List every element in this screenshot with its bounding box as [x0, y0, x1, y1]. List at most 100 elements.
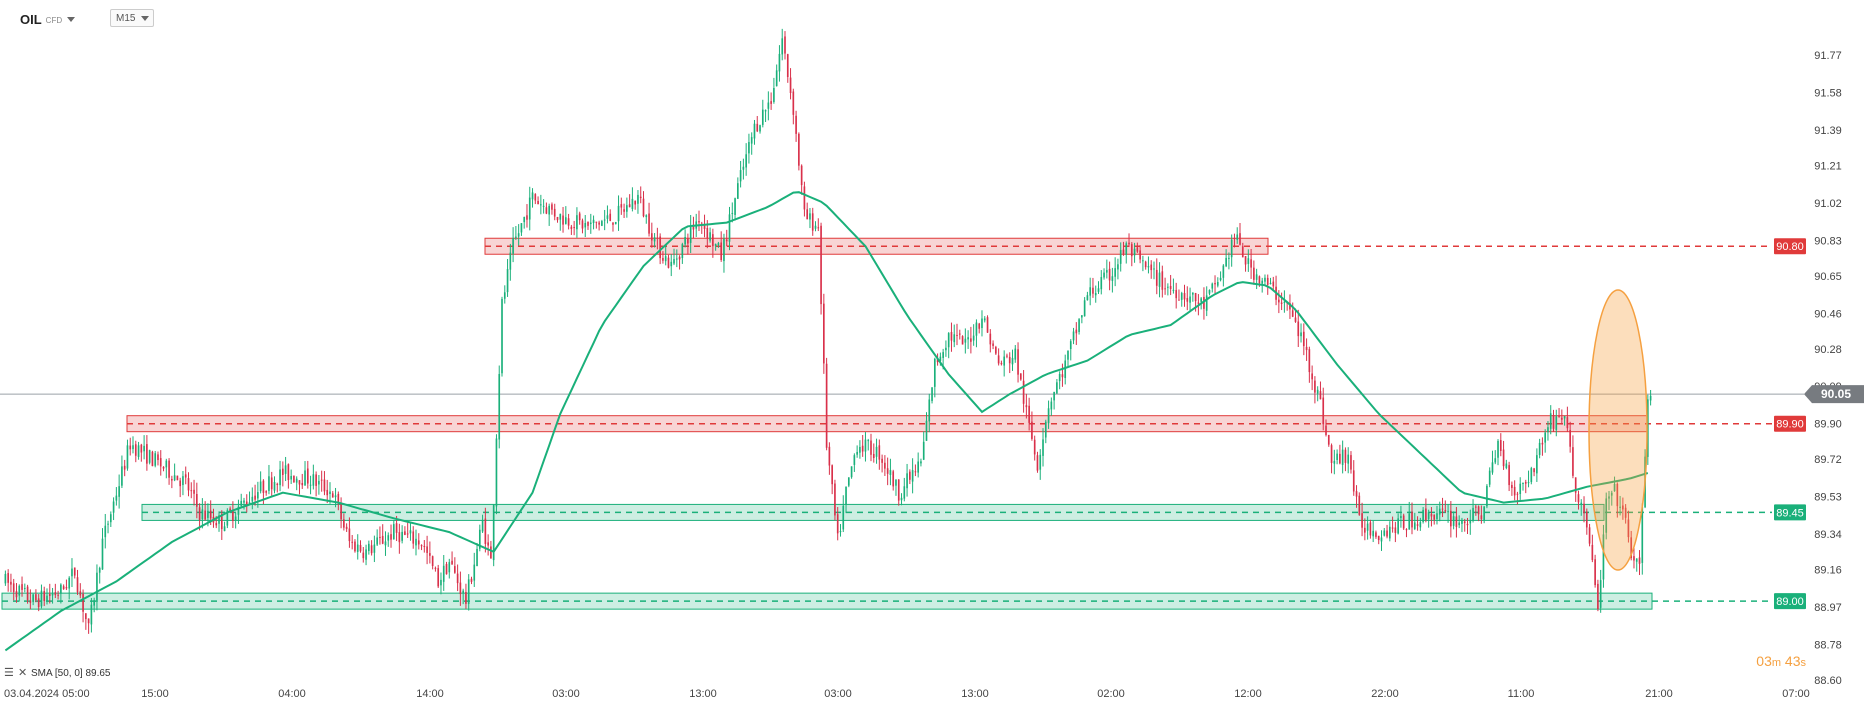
- candle-body: [1344, 449, 1347, 463]
- candle-body: [503, 292, 506, 299]
- candle-body: [326, 489, 329, 496]
- candle-body: [1208, 289, 1211, 294]
- candle-body: [773, 88, 775, 102]
- candle-body: [1474, 506, 1477, 508]
- y-tick-label: 90.65: [1814, 271, 1842, 283]
- candle-body: [1555, 416, 1558, 430]
- candle-body: [1339, 453, 1341, 464]
- candle-body: [614, 221, 617, 225]
- menu-icon[interactable]: ☰: [4, 667, 14, 679]
- candle-body: [1375, 532, 1377, 537]
- candle-body: [592, 219, 595, 223]
- candle-body: [448, 562, 451, 573]
- candle-body: [1497, 440, 1499, 458]
- level-badge: [1774, 504, 1806, 521]
- candle-body: [1192, 292, 1194, 295]
- candle-body: [972, 335, 975, 341]
- highlight-ellipse: [1588, 289, 1648, 571]
- candle-body: [598, 222, 600, 225]
- candle-body: [725, 239, 728, 242]
- candle-body: [492, 504, 495, 561]
- candle-body: [79, 591, 82, 596]
- candle-body: [1197, 302, 1200, 304]
- candle-body: [906, 473, 908, 489]
- chevron-down-icon[interactable]: [67, 17, 75, 22]
- candle-body: [7, 573, 9, 583]
- candle-body: [520, 223, 523, 233]
- candle-body: [1297, 321, 1300, 337]
- candle-body: [1450, 510, 1452, 527]
- y-tick-label: 90.46: [1814, 308, 1842, 320]
- level-badge: [1774, 415, 1806, 432]
- candle-body: [1624, 507, 1627, 518]
- candle-body: [1000, 362, 1003, 365]
- candle-body: [312, 474, 315, 486]
- candle-body: [861, 445, 864, 452]
- candle-body: [431, 556, 434, 566]
- candle-body: [1330, 445, 1333, 463]
- candle-body: [268, 476, 270, 491]
- candle-body: [1186, 298, 1189, 302]
- x-tick-label: 22:00: [1371, 688, 1399, 700]
- x-tick-label: 03.04.2024 05:00: [4, 688, 90, 700]
- candle-body: [240, 500, 243, 506]
- candle-body: [379, 536, 381, 538]
- candle-body: [609, 213, 612, 221]
- candle-body: [284, 465, 287, 474]
- candle-body: [753, 123, 756, 139]
- candle-body: [1494, 458, 1497, 463]
- candle-body: [123, 465, 126, 470]
- price-axis-bg: [1798, 0, 1866, 707]
- x-tick-label: 04:00: [278, 688, 306, 700]
- candle-body: [1164, 288, 1166, 290]
- indicator-legend[interactable]: ☰ ✕ SMA [50, 0] 89.65: [4, 667, 111, 679]
- candle-body: [445, 564, 448, 575]
- candle-body: [1430, 513, 1433, 517]
- candle-body: [534, 194, 537, 201]
- candle-body: [98, 568, 101, 573]
- candle-body: [1125, 243, 1128, 255]
- candle-body: [90, 604, 93, 625]
- close-icon[interactable]: ✕: [18, 667, 27, 679]
- candle-body: [820, 225, 822, 305]
- candle-body: [232, 510, 234, 522]
- candle-body: [714, 243, 717, 246]
- candle-body: [459, 582, 462, 595]
- candle-body: [986, 317, 989, 333]
- candle-body: [956, 334, 958, 336]
- candle-body: [775, 70, 778, 87]
- candle-body: [215, 523, 218, 526]
- candle-body: [273, 482, 276, 491]
- candle-body: [795, 115, 797, 134]
- candle-body: [1114, 268, 1116, 277]
- candle-body: [645, 215, 648, 218]
- candle-body: [878, 445, 881, 460]
- candle-body: [517, 233, 520, 237]
- candle-body: [523, 217, 526, 223]
- symbol-selector[interactable]: OIL CFD: [20, 12, 62, 27]
- candle-body: [301, 483, 304, 486]
- candle-body: [1577, 494, 1580, 503]
- candle-body: [1291, 310, 1294, 317]
- candle-body: [678, 256, 681, 260]
- timeframe-dropdown[interactable]: M15: [110, 9, 154, 27]
- candle-body: [1194, 293, 1197, 302]
- candle-body: [290, 475, 292, 480]
- candle-body: [1225, 257, 1227, 267]
- candle-body: [975, 322, 978, 336]
- candle-body: [1280, 302, 1283, 304]
- candle-body: [4, 573, 7, 584]
- candle-body: [670, 261, 673, 267]
- candle-body: [392, 524, 395, 540]
- candle-body: [1336, 453, 1338, 461]
- candle-body: [542, 205, 545, 207]
- candle-body: [237, 506, 240, 515]
- candle-body: [1605, 498, 1608, 533]
- candle-body: [1219, 277, 1222, 281]
- y-tick-label: 90.83: [1814, 235, 1842, 247]
- candle-body: [112, 501, 115, 513]
- candle-body: [82, 593, 84, 612]
- x-tick-label: 13:00: [689, 688, 717, 700]
- candle-body: [1585, 511, 1588, 528]
